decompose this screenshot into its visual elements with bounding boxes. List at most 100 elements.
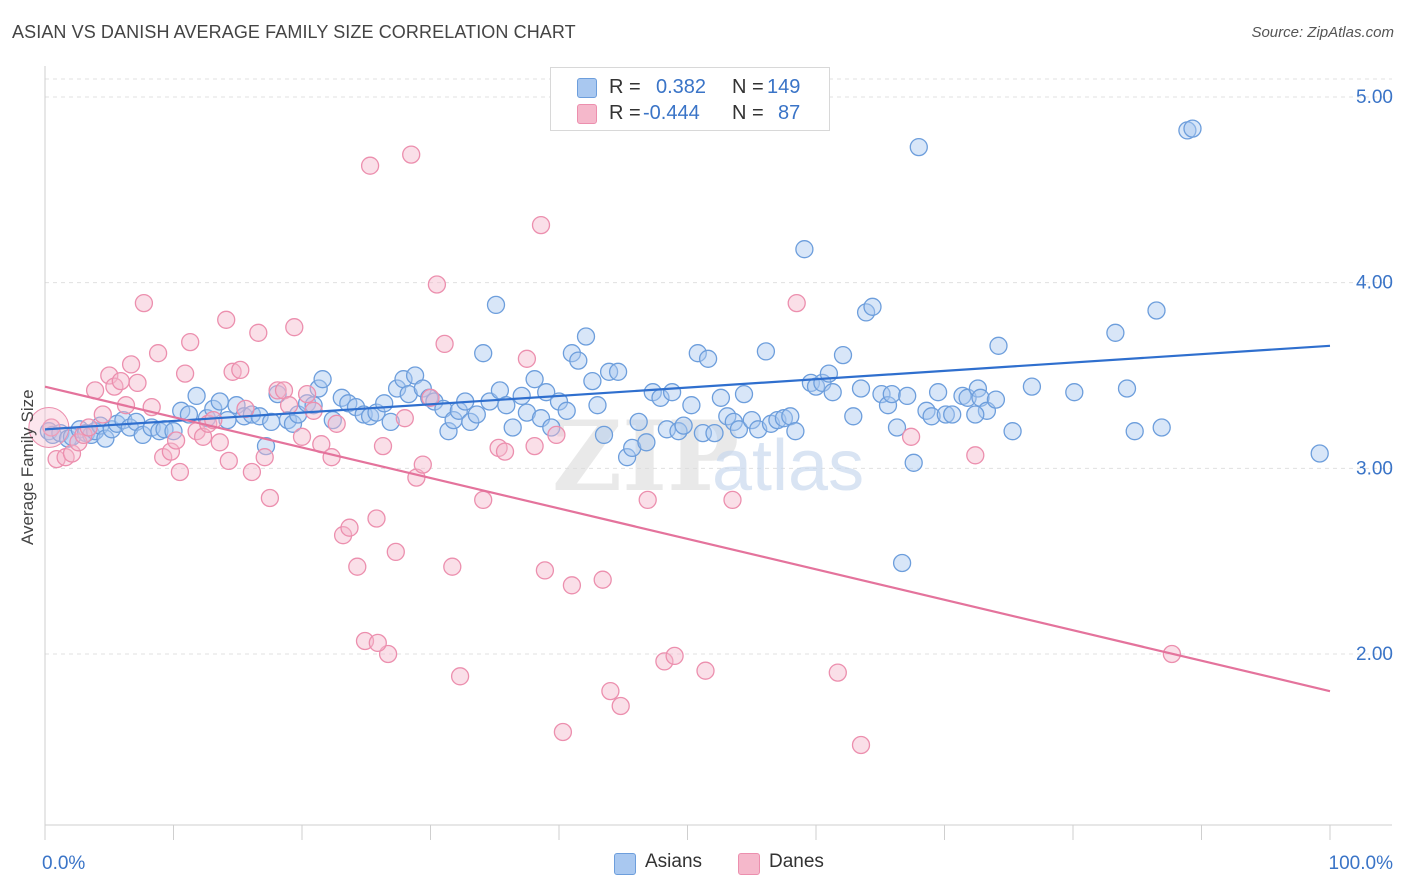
- danes-point: [348, 557, 367, 576]
- danes-point: [166, 431, 186, 450]
- asians-point: [682, 396, 701, 415]
- danes-point: [93, 405, 112, 424]
- asians-point: [629, 412, 648, 432]
- asians-n-label: N =: [732, 76, 764, 98]
- danes-point: [495, 442, 515, 461]
- asians-point: [756, 342, 776, 361]
- danes-point: [828, 663, 847, 682]
- danes-point: [421, 388, 440, 407]
- trend-lines: [44, 344, 1331, 693]
- danes-point: [901, 427, 921, 446]
- asians-point: [474, 344, 493, 363]
- asians-point: [608, 362, 628, 381]
- asians-point: [569, 351, 588, 370]
- asians-point: [872, 384, 891, 404]
- asians-point: [1125, 422, 1144, 441]
- asians-point: [989, 336, 1008, 355]
- asians-point: [662, 383, 682, 402]
- danes-point: [402, 145, 421, 164]
- asians-point: [525, 370, 544, 389]
- asians-points: [39, 119, 1329, 573]
- asians-point: [674, 416, 693, 435]
- asians-point: [486, 295, 506, 315]
- asians-swatch: [577, 78, 597, 98]
- danes-point: [851, 735, 871, 755]
- asians-point: [823, 383, 842, 402]
- asians-point: [467, 405, 486, 424]
- asians-point: [588, 396, 607, 415]
- asians-point: [1065, 383, 1084, 402]
- danes-point: [655, 652, 674, 671]
- y-tick-label: 5.00: [1356, 87, 1393, 108]
- asians-point: [562, 344, 582, 363]
- asians-point: [439, 422, 458, 441]
- asians-point: [576, 327, 596, 346]
- asians-r-label: R =: [609, 76, 641, 98]
- asians-point: [304, 396, 323, 415]
- asians-point: [878, 396, 898, 415]
- danes-point: [966, 446, 985, 465]
- asians-point: [943, 405, 962, 424]
- danes-point: [121, 355, 141, 374]
- danes-point: [260, 488, 280, 508]
- danes-point: [611, 696, 630, 716]
- asians-point: [1183, 119, 1202, 138]
- asians-point: [705, 423, 724, 443]
- x-tick-label-min: 0.0%: [42, 853, 85, 874]
- asians-point: [1106, 323, 1125, 342]
- danes-point: [517, 349, 537, 368]
- danes-point: [134, 293, 154, 313]
- x-tick-label-max: 100.0%: [1329, 853, 1394, 874]
- y-tick-label: 3.00: [1356, 458, 1393, 479]
- asians-point: [96, 429, 115, 448]
- asians-point: [909, 137, 928, 157]
- asians-point: [461, 412, 480, 432]
- asians-point: [309, 379, 328, 398]
- asians-point: [669, 422, 688, 441]
- chart-title: ASIAN VS DANISH AVERAGE FAMILY SIZE CORR…: [12, 22, 576, 42]
- danes-point: [395, 409, 414, 428]
- danes-point: [62, 444, 82, 463]
- danes-point: [210, 433, 229, 452]
- asians-point: [1147, 301, 1166, 320]
- danes-point: [638, 490, 657, 510]
- asians-point: [882, 384, 901, 404]
- asians-point: [381, 412, 400, 432]
- correlation-legend: R = 0.382 N = 149 R = -0.444 N = 87: [550, 67, 830, 131]
- asians-point: [1310, 444, 1329, 463]
- danes-point: [547, 425, 566, 445]
- danes-point: [443, 557, 462, 576]
- asians-point: [795, 240, 814, 259]
- asians-point: [1152, 418, 1171, 437]
- asians-point: [863, 297, 882, 316]
- asians-point: [283, 414, 303, 433]
- danes-point: [217, 310, 236, 329]
- danes-point: [268, 381, 287, 400]
- danes-point: [333, 526, 353, 545]
- asians-point: [512, 386, 531, 406]
- bottom-legend-asians: Asians: [645, 851, 703, 872]
- asians-n-value: 149: [767, 76, 801, 98]
- danes-point: [367, 509, 386, 528]
- asians-point: [892, 553, 912, 573]
- danes-point: [450, 667, 470, 686]
- danes-point: [601, 681, 620, 701]
- asians-point: [503, 418, 522, 437]
- asians-point: [734, 384, 754, 404]
- danes-point: [386, 542, 405, 562]
- asians-point: [583, 371, 602, 391]
- danes-point: [297, 384, 317, 404]
- asians-point: [917, 401, 936, 420]
- asians-point: [497, 396, 516, 415]
- danes-point: [204, 410, 223, 430]
- danes-point: [249, 323, 268, 342]
- danes-point: [562, 576, 582, 595]
- asians-point: [898, 386, 917, 406]
- asians-point: [928, 383, 948, 402]
- danes-point: [148, 344, 168, 363]
- asians-point: [346, 397, 366, 417]
- danes-trend-line: [44, 385, 1331, 693]
- danes-points: [28, 145, 1182, 755]
